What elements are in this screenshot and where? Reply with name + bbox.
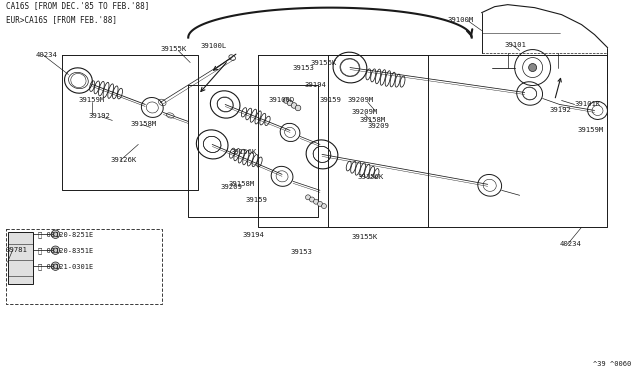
Text: 39153: 39153: [292, 64, 314, 71]
Ellipse shape: [284, 98, 289, 103]
Text: 39194: 39194: [304, 81, 326, 87]
Text: 40234: 40234: [35, 52, 58, 58]
Text: 39159: 39159: [245, 197, 267, 203]
Ellipse shape: [305, 195, 310, 200]
Text: 39100D: 39100D: [268, 97, 294, 103]
Text: 39158M: 39158M: [228, 181, 255, 187]
Polygon shape: [8, 232, 33, 284]
Text: 39156K: 39156K: [230, 150, 257, 155]
Text: 39192: 39192: [88, 113, 110, 119]
Ellipse shape: [529, 64, 536, 71]
Text: 39158M: 39158M: [131, 121, 157, 128]
Text: 39192: 39192: [550, 108, 572, 113]
Text: 39209: 39209: [368, 124, 390, 129]
Text: 39156K: 39156K: [358, 174, 384, 180]
Text: 40234: 40234: [559, 241, 582, 247]
Ellipse shape: [310, 197, 314, 202]
Text: CA16S [FROM DEC.'85 TO FEB.'88]: CA16S [FROM DEC.'85 TO FEB.'88]: [6, 1, 149, 10]
Text: Ⓑ 08120-8251E: Ⓑ 08120-8251E: [38, 231, 93, 238]
Text: 39101K: 39101K: [575, 102, 601, 108]
Text: Ⓑ 08121-0301E: Ⓑ 08121-0301E: [38, 264, 93, 270]
Text: 39153: 39153: [290, 249, 312, 255]
Text: 39194: 39194: [242, 232, 264, 238]
Text: 39209M: 39209M: [348, 97, 374, 103]
Text: 39100M: 39100M: [448, 17, 474, 23]
Ellipse shape: [321, 203, 326, 209]
Ellipse shape: [314, 199, 319, 204]
Text: 39156K: 39156K: [310, 60, 336, 65]
Ellipse shape: [317, 201, 323, 206]
Text: 39126K: 39126K: [110, 157, 136, 163]
Text: 39101: 39101: [505, 42, 527, 48]
Ellipse shape: [51, 246, 60, 254]
Text: 39209M: 39209M: [352, 109, 378, 115]
Text: 39781: 39781: [6, 247, 28, 253]
Ellipse shape: [51, 262, 60, 270]
Ellipse shape: [291, 103, 297, 108]
Ellipse shape: [51, 230, 60, 238]
Text: 39159M: 39159M: [577, 128, 604, 134]
Text: 39158M: 39158M: [360, 118, 386, 124]
Ellipse shape: [295, 105, 301, 111]
Text: ^39 ^0060: ^39 ^0060: [593, 361, 632, 367]
Text: 39155K: 39155K: [160, 45, 186, 52]
Text: 39209: 39209: [220, 184, 242, 190]
Text: Ⓑ 08120-8351E: Ⓑ 08120-8351E: [38, 247, 93, 253]
Ellipse shape: [287, 100, 293, 106]
Text: 39159: 39159: [320, 97, 342, 103]
Text: 39100L: 39100L: [200, 42, 227, 49]
Text: 39155K: 39155K: [352, 234, 378, 240]
Text: EUR>CA16S [FROM FEB.'88]: EUR>CA16S [FROM FEB.'88]: [6, 15, 116, 24]
Text: 39159M: 39159M: [79, 97, 105, 103]
